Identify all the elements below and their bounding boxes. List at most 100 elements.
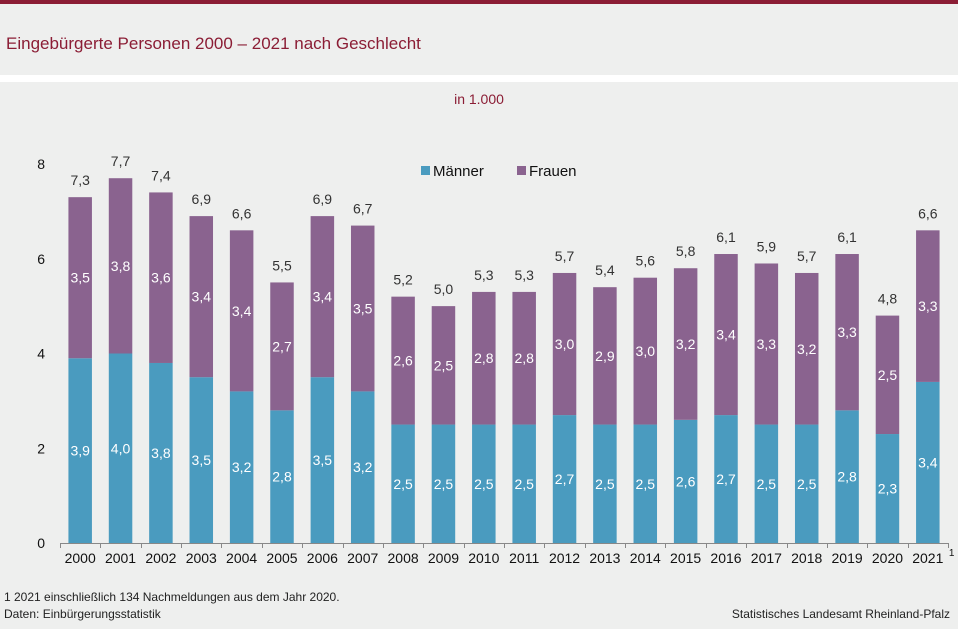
bar-segment-maenner bbox=[754, 424, 779, 543]
data-label-frauen: 3,0 bbox=[555, 336, 575, 352]
x-tick-label: 2000 bbox=[65, 550, 96, 566]
bar-segment-frauen bbox=[350, 225, 375, 392]
data-label-maenner: 3,9 bbox=[70, 443, 90, 459]
data-label-total: 5,9 bbox=[757, 238, 777, 254]
data-label-maenner: 3,2 bbox=[232, 459, 252, 475]
x-tick-label: 2001 bbox=[105, 550, 136, 566]
data-label-total: 5,3 bbox=[474, 267, 494, 283]
data-label-total: 7,4 bbox=[151, 167, 171, 183]
data-label-frauen: 3,4 bbox=[192, 289, 212, 305]
x-tick-label: 2010 bbox=[468, 550, 499, 566]
bar-segment-maenner bbox=[68, 358, 92, 543]
data-label-frauen: 3,5 bbox=[70, 270, 90, 286]
bar-segment-maenner bbox=[270, 410, 294, 543]
data-label-maenner: 2,5 bbox=[595, 476, 615, 492]
bar-segment-maenner bbox=[552, 415, 577, 543]
x-tick-label: 2011 bbox=[509, 550, 539, 566]
legend-label-frauen: Frauen bbox=[529, 163, 577, 180]
data-label-maenner: 3,4 bbox=[918, 454, 938, 470]
data-label-total: 6,6 bbox=[918, 205, 938, 221]
x-tick-label: 2018 bbox=[791, 550, 822, 566]
data-label-maenner: 3,5 bbox=[192, 452, 212, 468]
bar-segment-maenner bbox=[512, 424, 536, 543]
data-label-maenner: 3,5 bbox=[313, 452, 333, 468]
data-label-maenner: 2,6 bbox=[676, 473, 696, 489]
data-label-total: 5,7 bbox=[797, 248, 817, 264]
bar-segment-maenner bbox=[916, 381, 940, 543]
data-label-maenner: 2,8 bbox=[272, 469, 292, 485]
data-label-total: 5,7 bbox=[555, 248, 575, 264]
footnote-mark: 1 bbox=[949, 548, 955, 559]
data-label-maenner: 2,7 bbox=[716, 471, 736, 487]
bar-segment-frauen bbox=[714, 254, 738, 416]
data-label-frauen: 2,5 bbox=[434, 357, 454, 373]
bar-segment-maenner bbox=[673, 419, 698, 543]
bar-segment-frauen bbox=[391, 296, 415, 425]
data-label-frauen: 3,3 bbox=[837, 324, 857, 340]
bar-segment-frauen bbox=[593, 287, 617, 425]
bar-segment-frauen bbox=[875, 315, 900, 435]
data-label-frauen: 3,8 bbox=[111, 258, 131, 274]
data-label-total: 7,7 bbox=[111, 153, 131, 169]
bar-segment-maenner bbox=[835, 410, 859, 543]
data-label-maenner: 2,5 bbox=[797, 476, 817, 492]
bar-segment-maenner bbox=[875, 434, 900, 543]
chart-title: Eingebürgerte Personen 2000 – 2021 nach … bbox=[6, 34, 421, 53]
data-label-frauen: 2,9 bbox=[595, 348, 615, 364]
bar-segment-maenner bbox=[189, 377, 214, 543]
header: Eingebürgerte Personen 2000 – 2021 nach … bbox=[0, 4, 958, 75]
data-label-total: 6,9 bbox=[313, 191, 333, 207]
data-label-maenner: 2,5 bbox=[514, 476, 534, 492]
x-tick-label: 2013 bbox=[589, 550, 620, 566]
bar-segment-frauen bbox=[270, 282, 294, 411]
bar-segment-frauen bbox=[512, 291, 536, 425]
bar-segment-maenner bbox=[149, 362, 173, 543]
x-tick-label: 2005 bbox=[266, 550, 297, 566]
data-label-frauen: 2,7 bbox=[272, 338, 292, 354]
bar-segment-maenner bbox=[714, 415, 738, 543]
x-tick-label: 2015 bbox=[670, 550, 701, 566]
top-accent-bar bbox=[0, 0, 958, 4]
data-label-total: 6,7 bbox=[353, 201, 373, 217]
x-tick-label: 2017 bbox=[751, 550, 782, 566]
x-tick-label: 2016 bbox=[710, 550, 741, 566]
x-tick-label: 2004 bbox=[226, 550, 257, 566]
data-label-maenner: 2,7 bbox=[555, 471, 575, 487]
bar-segment-frauen bbox=[149, 192, 173, 363]
bar-segment-frauen bbox=[108, 178, 133, 354]
data-label-total: 5,5 bbox=[272, 257, 292, 273]
x-tick-label: 2006 bbox=[307, 550, 338, 566]
data-label-maenner: 2,3 bbox=[878, 481, 898, 497]
data-label-total: 6,1 bbox=[716, 229, 736, 245]
bar-segment-maenner bbox=[391, 424, 415, 543]
bar-segment-frauen bbox=[189, 216, 214, 378]
data-label-frauen: 2,8 bbox=[474, 350, 494, 366]
x-tick-label: 2009 bbox=[428, 550, 459, 566]
bar-segment-frauen bbox=[673, 268, 698, 420]
bar-segment-maenner bbox=[472, 424, 496, 543]
data-label-maenner: 2,8 bbox=[837, 469, 857, 485]
data-label-maenner: 4,0 bbox=[111, 440, 131, 456]
data-label-maenner: 2,5 bbox=[636, 476, 656, 492]
bar-segment-maenner bbox=[229, 391, 254, 543]
bar-segment-frauen bbox=[229, 230, 254, 392]
y-tick-label: 2 bbox=[37, 440, 45, 456]
x-tick-label: 2014 bbox=[630, 550, 661, 566]
data-label-total: 6,1 bbox=[837, 229, 857, 245]
bar-segment-frauen bbox=[633, 277, 658, 425]
bar-segment-maenner bbox=[431, 424, 456, 543]
data-label-maenner: 2,5 bbox=[434, 476, 454, 492]
data-label-maenner: 2,5 bbox=[474, 476, 494, 492]
bar-segment-frauen bbox=[431, 306, 456, 425]
x-tick-label: 2012 bbox=[549, 550, 580, 566]
publisher: Statistisches Landesamt Rheinland-Pfalz bbox=[731, 607, 950, 621]
data-label-frauen: 3,0 bbox=[636, 343, 656, 359]
data-source: Daten: Einbürgerungsstatistik bbox=[4, 607, 161, 621]
data-label-maenner: 2,5 bbox=[757, 476, 777, 492]
y-tick-label: 4 bbox=[37, 346, 45, 362]
bar-segment-frauen bbox=[916, 230, 940, 382]
x-tick-label: 2020 bbox=[872, 550, 903, 566]
legend-label-maenner: Männer bbox=[433, 163, 484, 180]
x-tick-label: 2003 bbox=[186, 550, 217, 566]
